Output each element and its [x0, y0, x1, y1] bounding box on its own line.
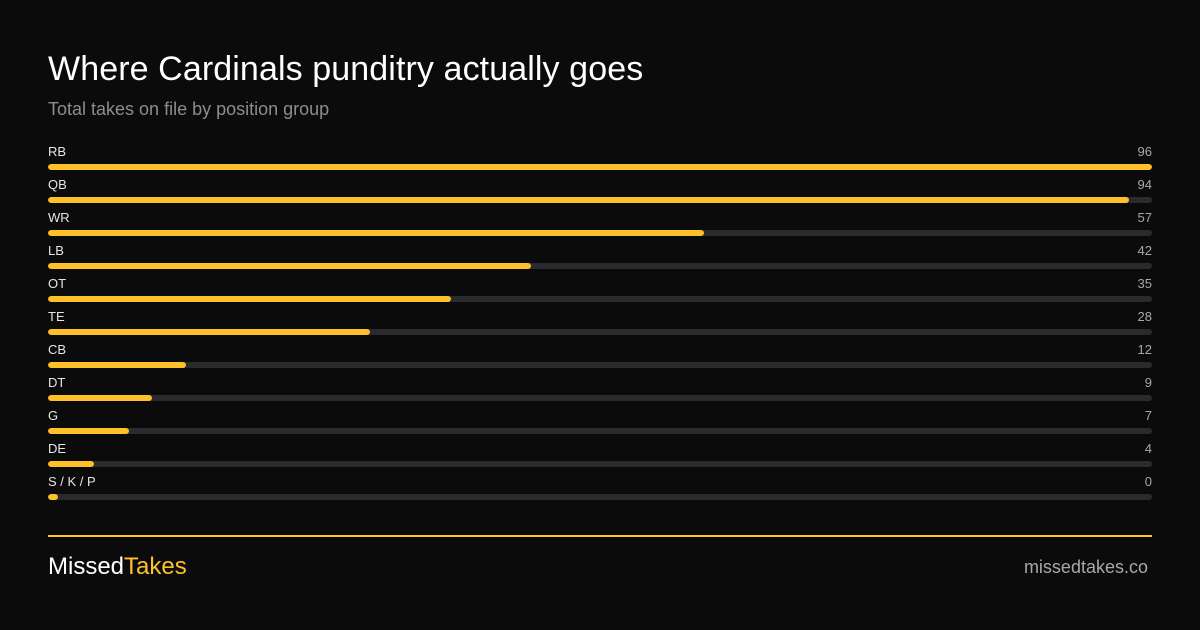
- bar-label: WR: [48, 210, 70, 225]
- bar-label: S / K / P: [48, 474, 96, 489]
- bar-fill: [48, 461, 94, 467]
- bar-label: QB: [48, 177, 67, 192]
- bar-track: [48, 296, 1152, 302]
- site-url[interactable]: missedtakes.co: [1023, 557, 1148, 577]
- bar-track: [48, 362, 1152, 368]
- bar-fill: [48, 362, 186, 368]
- brand-name-first: Missed: [48, 553, 125, 580]
- bar-fill: [48, 428, 129, 434]
- bar-label: LB: [48, 243, 64, 258]
- bar-value-label: 0: [1144, 474, 1152, 489]
- bar-row: DT 9: [48, 375, 1152, 408]
- bar-label: G: [48, 408, 59, 423]
- bar-track: [48, 263, 1152, 269]
- bar-track: [48, 164, 1152, 170]
- bar-row: S / K / P 0: [48, 474, 1152, 507]
- bar-track: [48, 428, 1152, 434]
- footer-divider: [48, 535, 1152, 537]
- bar-label: TE: [48, 309, 65, 324]
- bar-track: [48, 395, 1152, 401]
- bar-fill: [48, 197, 1129, 203]
- bar-row: OT 35: [48, 276, 1152, 309]
- bar-value-label: 4: [1144, 441, 1152, 456]
- bar-row: CB 12: [48, 342, 1152, 375]
- bar-row: RB 96: [48, 144, 1152, 177]
- bar-label: DT: [48, 375, 66, 390]
- bar-track: [48, 494, 1152, 500]
- bar-track: [48, 329, 1152, 335]
- bar-value-label: 12: [1137, 342, 1152, 357]
- bar-value-label: 35: [1137, 276, 1152, 291]
- bar-label: CB: [48, 342, 67, 357]
- bar-value-label: 94: [1137, 177, 1152, 192]
- bar-fill: [48, 164, 1152, 170]
- chart-subtitle: Total takes on file by position group: [48, 99, 330, 119]
- bar-fill: [48, 494, 58, 500]
- bar-track: [48, 230, 1152, 236]
- bar-fill: [48, 263, 531, 269]
- bar-label: RB: [48, 144, 67, 159]
- bar-fill: [48, 329, 370, 335]
- bar-fill: [48, 230, 704, 236]
- bar-row: LB 42: [48, 243, 1152, 276]
- bar-label: DE: [48, 441, 67, 456]
- bar-row: QB 94: [48, 177, 1152, 210]
- bar-value-label: 57: [1137, 210, 1152, 225]
- bar-fill: [48, 395, 152, 401]
- bar-row: WR 57: [48, 210, 1152, 243]
- brand-name-second: Takes: [124, 553, 187, 580]
- bar-row: DE 4: [48, 441, 1152, 474]
- bar-row: TE 28: [48, 309, 1152, 342]
- bar-chart: RB 96 QB 94 WR 57 LB 42 OT 35 TE 28 CB 12 DT 9 G 7 DE 4 S / …: [48, 144, 1152, 507]
- brand-logo[interactable]: MissedTakes: [48, 553, 187, 581]
- bar-value-label: 96: [1137, 144, 1152, 159]
- bar-label: OT: [48, 276, 67, 291]
- bar-track: [48, 461, 1152, 467]
- bar-value-label: 9: [1144, 375, 1152, 390]
- bar-value-label: 28: [1137, 309, 1152, 324]
- chart-title: Where Cardinals punditry actually goes: [48, 50, 644, 88]
- bar-track: [48, 197, 1152, 203]
- bar-fill: [48, 296, 451, 302]
- bar-value-label: 7: [1144, 408, 1152, 423]
- bar-value-label: 42: [1137, 243, 1152, 258]
